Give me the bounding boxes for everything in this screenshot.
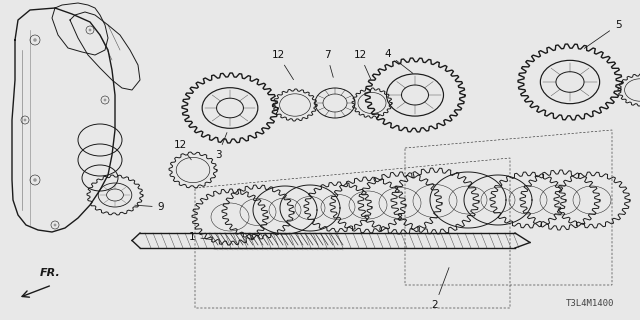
Ellipse shape [24, 119, 26, 121]
Text: T3L4M1400: T3L4M1400 [566, 299, 614, 308]
Text: 6: 6 [0, 319, 1, 320]
Ellipse shape [88, 28, 92, 31]
Ellipse shape [54, 224, 56, 227]
Text: 7: 7 [324, 50, 333, 77]
Text: 12: 12 [173, 140, 191, 160]
Text: 4: 4 [385, 49, 413, 73]
Text: 12: 12 [353, 50, 371, 79]
Text: 9: 9 [135, 202, 164, 212]
Text: 2: 2 [432, 268, 449, 310]
Ellipse shape [104, 99, 106, 101]
Text: 12: 12 [271, 50, 294, 80]
Ellipse shape [33, 38, 36, 42]
Text: 10: 10 [0, 319, 1, 320]
Text: 1: 1 [189, 232, 212, 242]
Text: FR.: FR. [40, 268, 60, 278]
Text: 3: 3 [214, 132, 227, 160]
Text: 8: 8 [0, 319, 1, 320]
Text: 5: 5 [584, 20, 621, 48]
Ellipse shape [33, 178, 36, 182]
Text: 11: 11 [0, 319, 1, 320]
